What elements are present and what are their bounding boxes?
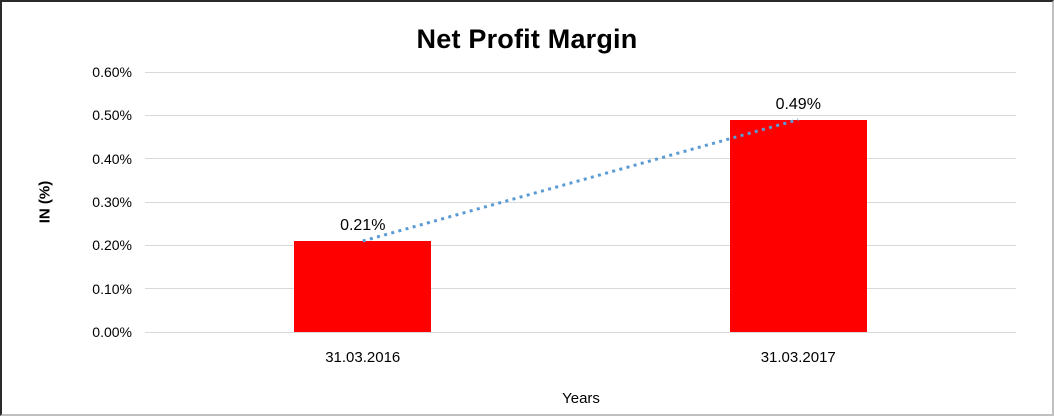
trendline-segment bbox=[362, 118, 799, 243]
bar-value-label: 0.49% bbox=[775, 95, 821, 113]
gridline bbox=[145, 158, 1016, 160]
bar bbox=[729, 119, 867, 332]
gridline bbox=[145, 331, 1016, 333]
gridline bbox=[145, 244, 1016, 246]
y-tick-label: 0.40% bbox=[92, 150, 132, 167]
x-axis-title: Years bbox=[562, 390, 600, 407]
x-tick-label: 31.03.2017 bbox=[760, 349, 836, 366]
chart-title: Net Profit Margin bbox=[416, 24, 638, 54]
gridline bbox=[145, 201, 1016, 203]
gridline bbox=[145, 114, 1016, 116]
x-tick-label: 31.03.2016 bbox=[325, 349, 401, 366]
plot-area: 0.21% 0.49% bbox=[145, 71, 1016, 333]
y-tick-label: 0.50% bbox=[92, 107, 132, 124]
y-axis-title: IN (%) bbox=[36, 180, 54, 224]
y-tick-label: 0.00% bbox=[92, 324, 132, 340]
y-tick-label: 0.10% bbox=[92, 280, 132, 297]
y-tick-label: 0.60% bbox=[92, 64, 132, 80]
bar bbox=[294, 241, 432, 332]
gridline bbox=[145, 288, 1016, 290]
gridline bbox=[145, 71, 1016, 73]
y-tick-label: 0.30% bbox=[92, 194, 132, 210]
trendline-dotted bbox=[362, 118, 799, 243]
bar-value-label: 0.21% bbox=[340, 217, 386, 234]
y-tick-label: 0.20% bbox=[92, 237, 132, 254]
